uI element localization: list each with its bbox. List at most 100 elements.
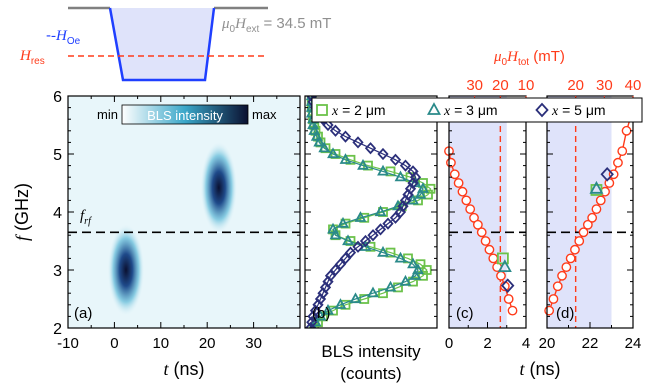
spectrum-point [314,309,327,321]
spectrum-point [339,153,352,164]
legend-value: = 3 μm [450,102,497,118]
x-axis-unit: (ns) [169,359,205,379]
spectrum-point [339,252,352,265]
legend-value: = 5 μm [558,102,605,118]
field-pulse-inset: --HOe Hres μ0Hext = 34.5 mT [19,6,331,82]
dispersion-point [503,294,514,304]
spectrum-point [409,269,422,280]
spectrum-point [352,240,364,253]
h-res-H: H [19,48,32,64]
spectrum-point [394,251,407,263]
panel-d-content [544,96,636,328]
spectrum-point [374,205,387,217]
heatmap-hotspots [107,141,238,316]
legend: x = 2 μm x = 3 μm x = 5 μm [311,97,643,123]
spectrum-point [324,269,337,282]
spectrum-point [382,217,394,230]
spectrum-point [342,234,354,246]
dispersion-point [484,244,495,255]
panel-d: 20 22 24 20 30 40 (d) [539,77,642,352]
top-tick-label: 20 [567,77,584,94]
x-axis-cd-t: t [519,359,525,379]
f-rf-sub: rf [84,216,92,227]
h-oe-sub: Oe [67,36,81,47]
spectrum-point [349,292,362,304]
x-tick-label: -10 [57,335,79,352]
spectrum-point [367,286,379,298]
panel-label-c: (c) [456,305,474,322]
colorbar-title: BLS intensity [147,108,223,123]
h-ext-H: H [234,16,247,32]
heatmap-hotspot [200,141,238,234]
spectrum-point [337,216,349,228]
measured-point [590,184,603,196]
pulse-outline [108,7,216,82]
x-tick-label: 22 [582,335,599,352]
legend-label: x = 5 μm [551,102,606,119]
top-H: H [506,49,519,65]
spectrum-point [378,288,388,299]
h-oe-label: --HOe [46,27,81,47]
spectrum-point [357,158,369,170]
spectrum-point [364,142,377,155]
top-unit: (mT) [529,48,565,65]
dispersion-point [561,262,572,272]
spectrum-point [344,246,357,259]
spectrum-point [322,118,334,132]
dispersion-point [472,219,483,230]
dispersion-point [453,178,464,188]
panel-b-xlabel-1: BLS intensity [321,342,421,361]
spectrum-point [334,298,347,309]
spectrum-point [377,147,389,161]
x-axis-label-a: t (ns) [163,359,204,379]
spectrum-point [421,265,432,275]
legend-marker-diamond [535,102,549,118]
spectrum-point [407,165,419,178]
legend-x: x [443,104,451,119]
panel-c-content [444,96,526,328]
spectrum-point [352,136,364,149]
spectrum-point [354,211,367,222]
dispersion-point [548,294,559,304]
h-ext-sub: ext [246,24,260,35]
f-rf-f: f [80,208,86,224]
legend-value: = 2 μm [338,102,385,118]
x-axis-t: t [163,359,169,379]
colorbar-gradient [121,104,249,125]
spectrum-point [318,141,331,153]
y-axis-label: f (GHz) [12,183,32,241]
spectrum-point [308,124,321,135]
dispersion-point [480,236,491,246]
measured-point [589,180,604,194]
dispersion-point [613,157,623,168]
panel-b-ticks [305,95,437,329]
h-ext-mu-sub: 0 [230,24,236,35]
spectrum-point [399,159,412,172]
top-axis-label: μ0Htot (mT) [493,48,565,68]
h-ext-mu: μ [221,16,230,32]
spectrum-point [414,187,427,199]
top-tick-label: 20 [492,77,509,94]
measured-point [600,166,614,182]
dispersion-point [587,212,598,223]
pulse-shade [449,96,507,328]
y-axis-unit: (GHz) [12,183,32,236]
panel-a: 2 3 4 5 6 -10 0 10 20 30 min BLS intensity max fr… [53,89,301,352]
measured-point [497,259,512,273]
panel-b-xlabel-2: (counts) [340,364,401,383]
x-tick-label: 20 [539,335,556,352]
colorbar-min-label: min [97,107,118,122]
panel-label-d: (d) [556,305,574,322]
y-tick-label: 3 [53,263,62,280]
dispersion-point [591,204,602,215]
spectrum-point [367,229,379,242]
spectrum-point [384,280,397,292]
h-oe-H: -H [51,28,68,44]
spectrum-point [329,124,342,137]
y-axis-f: f [12,233,32,241]
top-mu: μ [493,49,502,65]
legend-label: x = 2 μm [331,102,386,119]
spectrum-point [377,164,389,176]
top-mu-sub: 0 [502,57,508,68]
